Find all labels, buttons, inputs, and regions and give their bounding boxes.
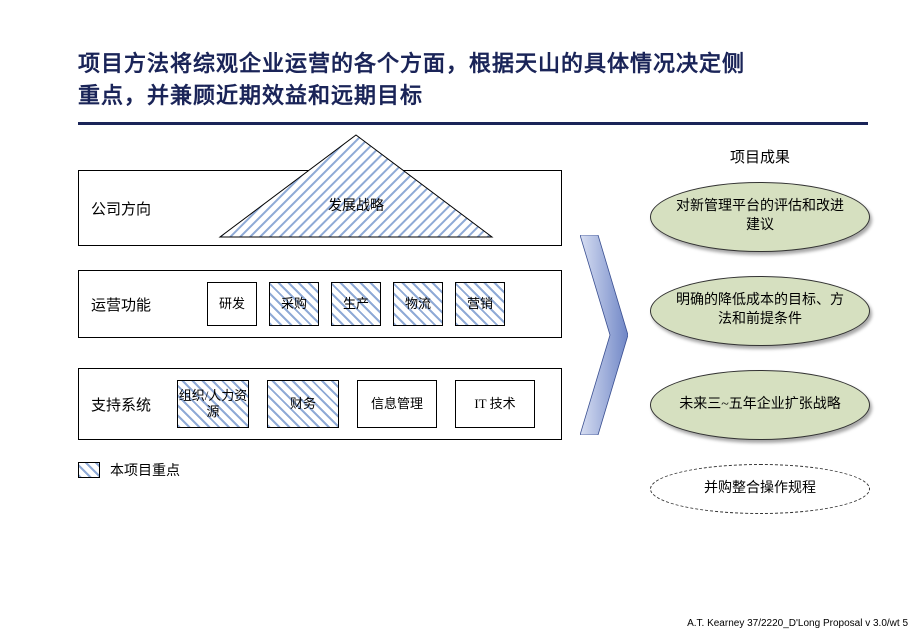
sup-box-orghr: 组织/人力资源	[177, 380, 249, 428]
sup-box-finance: 财务	[267, 380, 339, 428]
op-box-rd: 研发	[207, 282, 257, 326]
op-box-procure: 采购	[269, 282, 319, 326]
title-underline	[78, 122, 868, 125]
op-box-logistics: 物流	[393, 282, 443, 326]
row-support: 支持系统 组织/人力资源 财务 信息管理 IT 技术	[78, 368, 562, 440]
strategy-triangle: 发展战略	[216, 131, 496, 241]
triangle-label: 发展战略	[216, 195, 496, 215]
results-column: 对新管理平台的评估和改进建议 明确的降低成本的目标、方法和前提条件 未来三~五年…	[650, 182, 870, 514]
framework-diagram: 公司方向 发展战略 运营功能 研发 采购 生产	[78, 170, 562, 480]
row-direction: 公司方向 发展战略	[78, 170, 562, 246]
op-box-marketing: 营销	[455, 282, 505, 326]
result-ellipse-2: 明确的降低成本的目标、方法和前提条件	[650, 276, 870, 346]
operations-items: 研发 采购 生产 物流 营销	[163, 271, 549, 337]
results-title: 项目成果	[650, 146, 870, 167]
legend-swatch	[78, 462, 100, 478]
legend: 本项目重点	[78, 460, 562, 480]
arrow-right-icon	[580, 235, 628, 435]
row-label-direction: 公司方向	[91, 198, 163, 219]
legend-label: 本项目重点	[110, 460, 180, 480]
row-label-support: 支持系统	[91, 394, 163, 415]
result-ellipse-4: 并购整合操作规程	[650, 464, 870, 514]
sup-box-it: IT 技术	[455, 380, 535, 428]
title-line-1: 项目方法将综观企业运营的各个方面，根据天山的具体情况决定侧	[78, 51, 745, 76]
footer-text: A.T. Kearney 37/2220_D'Long Proposal v 3…	[687, 618, 908, 629]
row-operations: 运营功能 研发 采购 生产 物流 营销	[78, 270, 562, 338]
op-box-produce: 生产	[331, 282, 381, 326]
title-line-2: 重点，并兼顾近期效益和远期目标	[78, 83, 423, 108]
support-items: 组织/人力资源 财务 信息管理 IT 技术	[163, 369, 549, 439]
page-title: 项目方法将综观企业运营的各个方面，根据天山的具体情况决定侧 重点，并兼顾近期效益…	[78, 48, 868, 112]
result-ellipse-1: 对新管理平台的评估和改进建议	[650, 182, 870, 252]
result-ellipse-3: 未来三~五年企业扩张战略	[650, 370, 870, 440]
sup-box-info: 信息管理	[357, 380, 437, 428]
triangle-shape	[216, 131, 496, 241]
row-label-operations: 运营功能	[91, 294, 163, 315]
